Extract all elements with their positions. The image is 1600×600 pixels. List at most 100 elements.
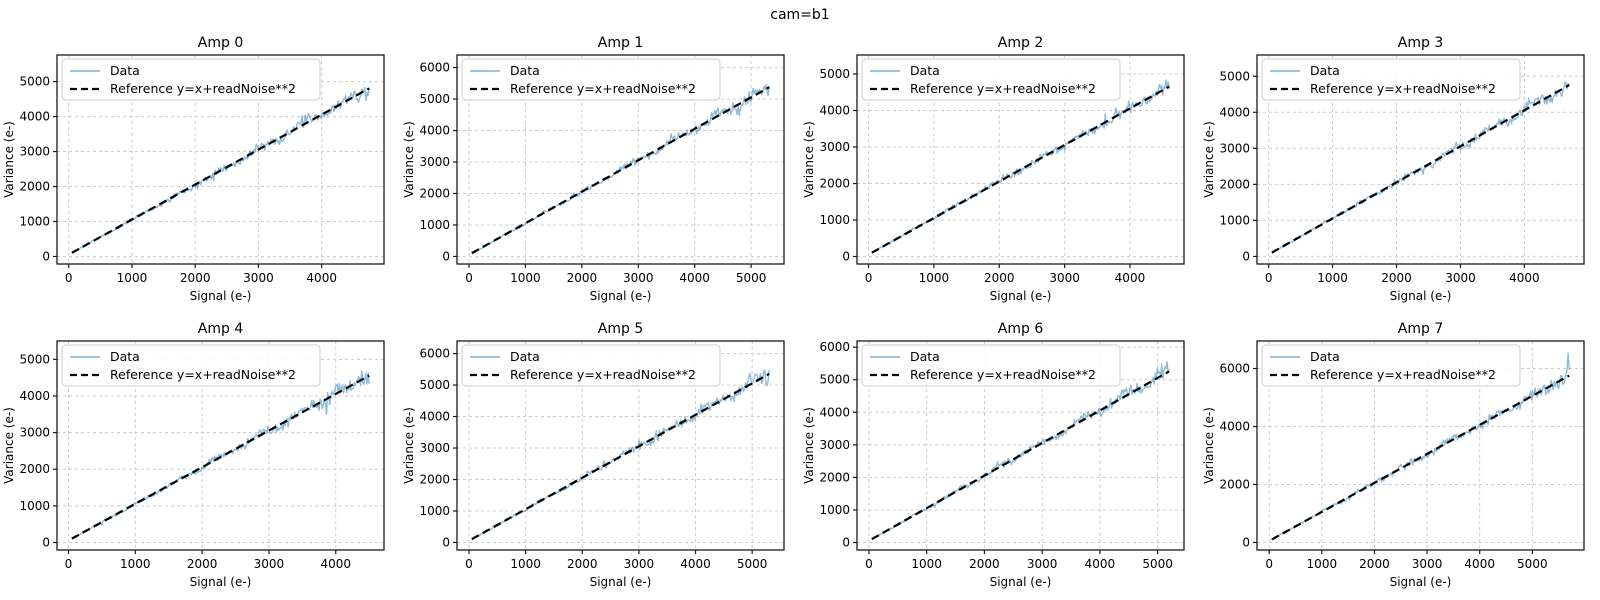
legend: Data Reference y=x+readNoise**2 <box>861 344 1121 387</box>
subplot-amp-0: 0 1000 2000 3000 4000 0 1000 2000 3000 4000 5000 Am… <box>0 28 400 314</box>
svg-text:2000: 2000 <box>969 557 1000 571</box>
reference-line <box>71 374 370 540</box>
reference-line <box>871 370 1170 541</box>
svg-text:4000: 4000 <box>419 124 450 138</box>
svg-text:1000: 1000 <box>120 557 151 571</box>
svg-text:2000: 2000 <box>1359 557 1390 571</box>
reference-line <box>871 85 1170 254</box>
subplot-title: Amp 4 <box>198 321 244 337</box>
svg-text:5000: 5000 <box>819 373 850 387</box>
tick-labels: 0 1000 2000 3000 4000 5000 0 1000 2000 3000 4000 50… <box>819 340 1172 571</box>
svg-text:5000: 5000 <box>19 352 50 366</box>
tick-labels: 0 1000 2000 3000 4000 0 1000 2000 3000 4000 5000 <box>819 67 1145 285</box>
svg-text:4000: 4000 <box>1219 105 1250 119</box>
tick-marks <box>1253 367 1533 554</box>
subplot-amp-2: 0 1000 2000 3000 4000 0 1000 2000 3000 4000 5000 Am… <box>800 28 1200 314</box>
svg-text:2000: 2000 <box>1219 177 1250 191</box>
subplot-canvas-0: 0 1000 2000 3000 4000 0 1000 2000 3000 4000 5000 Am… <box>2 35 385 303</box>
subplot-title: Amp 0 <box>198 35 243 51</box>
legend-label-data: Data <box>1310 349 1340 364</box>
reference-line <box>1271 84 1570 254</box>
tick-marks <box>453 352 753 554</box>
svg-text:0: 0 <box>1265 271 1273 285</box>
reference-line <box>71 87 370 254</box>
reference-line <box>1271 374 1570 541</box>
svg-text:0: 0 <box>865 271 873 285</box>
axes-spines <box>456 340 785 551</box>
svg-text:1000: 1000 <box>510 271 541 285</box>
svg-text:4000: 4000 <box>1464 557 1495 571</box>
x-axis-label: Signal (e-) <box>990 575 1052 589</box>
axes-spines <box>856 340 1185 551</box>
svg-text:1000: 1000 <box>1219 213 1250 227</box>
subplot-amp-3: 0 1000 2000 3000 4000 0 1000 2000 3000 4000 5000 Am… <box>1200 28 1600 314</box>
svg-text:1000: 1000 <box>510 557 541 571</box>
y-axis-label: Variance (e-) <box>2 407 16 484</box>
legend-label-reference: Reference y=x+readNoise**2 <box>1310 81 1496 96</box>
tick-marks <box>453 66 752 268</box>
x-axis-label: Signal (e-) <box>990 289 1052 303</box>
y-axis-label: Variance (e-) <box>802 121 816 198</box>
tick-marks <box>853 346 1159 554</box>
axes-spines <box>1256 54 1585 265</box>
svg-text:1000: 1000 <box>419 218 450 232</box>
data-series-line <box>871 79 1170 253</box>
y-axis-label: Variance (e-) <box>402 121 416 198</box>
svg-text:4000: 4000 <box>320 557 351 571</box>
svg-text:4000: 4000 <box>1115 271 1146 285</box>
legend-label-data: Data <box>1310 63 1340 78</box>
svg-text:2000: 2000 <box>187 557 218 571</box>
svg-text:5000: 5000 <box>19 75 50 89</box>
x-axis-label: Signal (e-) <box>1390 289 1452 303</box>
legend: Data Reference y=x+readNoise**2 <box>461 58 721 101</box>
svg-text:5000: 5000 <box>419 378 450 392</box>
legend-label-reference: Reference y=x+readNoise**2 <box>910 367 1096 382</box>
legend-label-data: Data <box>910 349 940 364</box>
svg-text:4000: 4000 <box>1219 420 1250 434</box>
svg-text:0: 0 <box>1265 557 1273 571</box>
svg-text:0: 0 <box>1242 249 1250 263</box>
svg-text:0: 0 <box>442 249 450 263</box>
subplot-title: Amp 3 <box>1398 35 1443 51</box>
tick-marks <box>53 358 337 554</box>
y-axis-label: Variance (e-) <box>802 407 816 484</box>
svg-text:4000: 4000 <box>819 103 850 117</box>
svg-text:2000: 2000 <box>567 271 598 285</box>
svg-text:4000: 4000 <box>19 110 50 124</box>
svg-text:5000: 5000 <box>419 92 450 106</box>
subplot-canvas-3: 0 1000 2000 3000 4000 0 1000 2000 3000 4000 5000 Am… <box>1202 35 1585 303</box>
svg-text:5000: 5000 <box>1517 557 1548 571</box>
svg-text:3000: 3000 <box>1049 271 1080 285</box>
grid-lines <box>1257 341 1584 550</box>
svg-text:0: 0 <box>42 249 50 263</box>
svg-text:3000: 3000 <box>243 271 274 285</box>
svg-text:4000: 4000 <box>419 410 450 424</box>
reference-line <box>471 372 770 541</box>
y-axis-label: Variance (e-) <box>1202 407 1216 484</box>
svg-text:0: 0 <box>65 557 73 571</box>
svg-text:0: 0 <box>442 535 450 549</box>
tick-labels: 0 1000 2000 3000 4000 0 1000 2000 3000 4000 5000 <box>19 352 351 571</box>
svg-text:3000: 3000 <box>1219 141 1250 155</box>
y-axis-label: Variance (e-) <box>2 121 16 198</box>
svg-text:1000: 1000 <box>1307 557 1338 571</box>
tick-marks <box>853 73 1131 268</box>
svg-text:3000: 3000 <box>1445 271 1476 285</box>
svg-text:2000: 2000 <box>1381 271 1412 285</box>
svg-text:0: 0 <box>842 250 850 264</box>
legend: Data Reference y=x+readNoise**2 <box>1261 58 1521 101</box>
grid-lines <box>857 55 1184 264</box>
x-axis-label: Signal (e-) <box>190 289 252 303</box>
svg-text:0: 0 <box>865 557 873 571</box>
axes-spines <box>56 54 385 265</box>
axes-spines <box>56 340 385 551</box>
svg-text:3000: 3000 <box>19 426 50 440</box>
legend: Data Reference y=x+readNoise**2 <box>61 344 321 387</box>
legend-label-reference: Reference y=x+readNoise**2 <box>910 81 1096 96</box>
svg-text:3000: 3000 <box>419 155 450 169</box>
grid-lines <box>457 341 784 550</box>
svg-text:3000: 3000 <box>1412 557 1443 571</box>
svg-text:1000: 1000 <box>911 557 942 571</box>
tick-labels: 0 1000 2000 3000 4000 0 1000 2000 3000 4000 5000 <box>19 75 337 285</box>
